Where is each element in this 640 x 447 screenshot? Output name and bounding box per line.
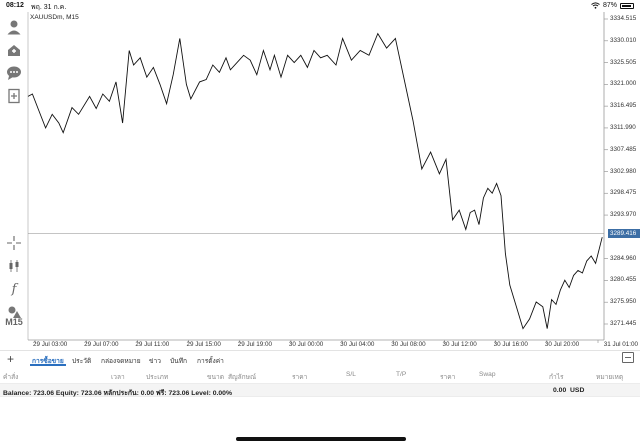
col-order[interactable]: คำสั่ง (3, 374, 19, 381)
status-date: พฤ. 31 ก.ค. (31, 4, 67, 11)
chat-icon[interactable] (5, 64, 23, 82)
battery-percent: 87% (602, 2, 617, 9)
price-series-line (27, 32, 603, 330)
col-tp[interactable]: T/P (396, 371, 407, 378)
layout-icon[interactable] (622, 352, 634, 363)
left-toolbar: f M15 (0, 12, 28, 348)
price-tick-label: 3321.000 (610, 80, 637, 88)
time-tick-label: 29 Jul 03:00 (33, 341, 68, 348)
time-tick-label: 30 Jul 16:00 (493, 341, 528, 348)
bottom-tabs: + การซื้อขาย ประวัติ กล่องจดหมาย ข่าว บั… (0, 350, 640, 366)
time-tick-label: 30 Jul 00:00 (288, 341, 324, 348)
function-icon[interactable]: f (11, 281, 17, 297)
col-type[interactable]: ประเภท (146, 374, 169, 381)
clock: 08:12 (6, 2, 24, 9)
crosshair-icon[interactable] (5, 234, 23, 252)
price-tick-label: 3316.495 (610, 102, 637, 110)
symbol-label: XAUUSDm, M15 (30, 14, 79, 21)
price-tick-label: 3307.485 (610, 145, 637, 153)
col-price[interactable]: ราคา (292, 374, 308, 381)
price-tick-label: 3284.960 (610, 254, 637, 262)
price-tick-label: 3275.950 (610, 298, 637, 306)
time-tick-label: 30 Jul 20:00 (544, 341, 580, 348)
time-tick-label: 30 Jul 08:00 (391, 341, 426, 348)
status-bar: 08:12 พฤ. 31 ก.ค. 87% (0, 0, 640, 12)
tab-mailbox[interactable]: กล่องจดหมาย (101, 358, 141, 365)
home-indicator (236, 437, 406, 441)
active-tab-indicator (30, 364, 66, 366)
col-time[interactable]: เวลา (111, 374, 125, 381)
battery-icon (620, 2, 634, 9)
indicator-icon[interactable] (5, 257, 23, 275)
col-current-price[interactable]: ราคา (440, 374, 456, 381)
total-profit: 0.00 (553, 387, 567, 394)
balance-row: Balance: 723.06 Equity: 723.06 หลักประกั… (0, 383, 640, 397)
col-volume[interactable]: ขนาด (207, 374, 224, 381)
price-tick-label: 3298.475 (610, 189, 637, 197)
currency-label: USD (570, 387, 585, 394)
tab-history[interactable]: ประวัติ (72, 358, 92, 365)
price-axis: 3334.515 3330.010 3325.505 3321.000 3316.495… (600, 0, 640, 340)
timeframe-label[interactable]: M15 (5, 317, 23, 327)
price-tick-label: 3330.010 (610, 36, 637, 44)
orders-table-header: คำสั่ง เวลา ประเภท ขนาด สัญลักษณ์ ราคา S… (0, 368, 640, 382)
price-tick-label: 3280.455 (610, 276, 637, 284)
new-order-icon[interactable] (5, 87, 23, 105)
col-comment[interactable]: หมายเหตุ (596, 374, 624, 381)
time-tick-label: 30 Jul 04:00 (340, 341, 375, 348)
time-tick-label: 29 Jul 07:00 (84, 341, 119, 348)
price-tick-label: 3302.980 (610, 167, 637, 175)
account-icon[interactable] (5, 18, 23, 36)
tab-news[interactable]: ข่าว (149, 358, 161, 365)
time-tick-label: 30 Jul 12:00 (442, 341, 477, 348)
current-price-label: 3289.416 (608, 229, 640, 238)
col-sl[interactable]: S/L (346, 371, 356, 378)
price-tick-label: 3271.445 (610, 320, 637, 327)
tab-journal[interactable]: บันทึก (170, 358, 188, 365)
trade-icon[interactable] (5, 41, 23, 59)
time-tick-label: 29 Jul 15:00 (186, 341, 221, 348)
wifi-icon (591, 2, 600, 9)
col-swap[interactable]: Swap (479, 371, 496, 378)
price-tick-label: 3325.505 (610, 58, 637, 66)
price-chart[interactable] (0, 0, 640, 350)
objects-icon[interactable] (5, 303, 23, 321)
price-tick-label: 3311.990 (610, 123, 636, 131)
time-axis: 29 Jul 03:00 29 Jul 07:00 29 Jul 11:00 29 J… (0, 340, 640, 350)
status-right: 87% (591, 2, 634, 9)
balance-summary: Balance: 723.06 Equity: 723.06 หลักประกั… (3, 390, 232, 397)
time-tick-label: 29 Jul 19:00 (237, 341, 273, 348)
time-tick-label: 29 Jul 11:00 (135, 341, 170, 348)
col-symbol[interactable]: สัญลักษณ์ (228, 374, 257, 381)
add-icon[interactable]: + (7, 352, 15, 366)
tab-settings[interactable]: การตั้งค่า (197, 358, 224, 365)
price-tick-label: 3293.970 (610, 211, 637, 219)
time-tick-label: 31 Jul 01:00 (603, 341, 638, 348)
tab-trade[interactable]: การซื้อขาย (32, 358, 64, 365)
col-profit[interactable]: กำไร (549, 374, 564, 381)
price-tick-label: 3334.515 (610, 15, 637, 22)
